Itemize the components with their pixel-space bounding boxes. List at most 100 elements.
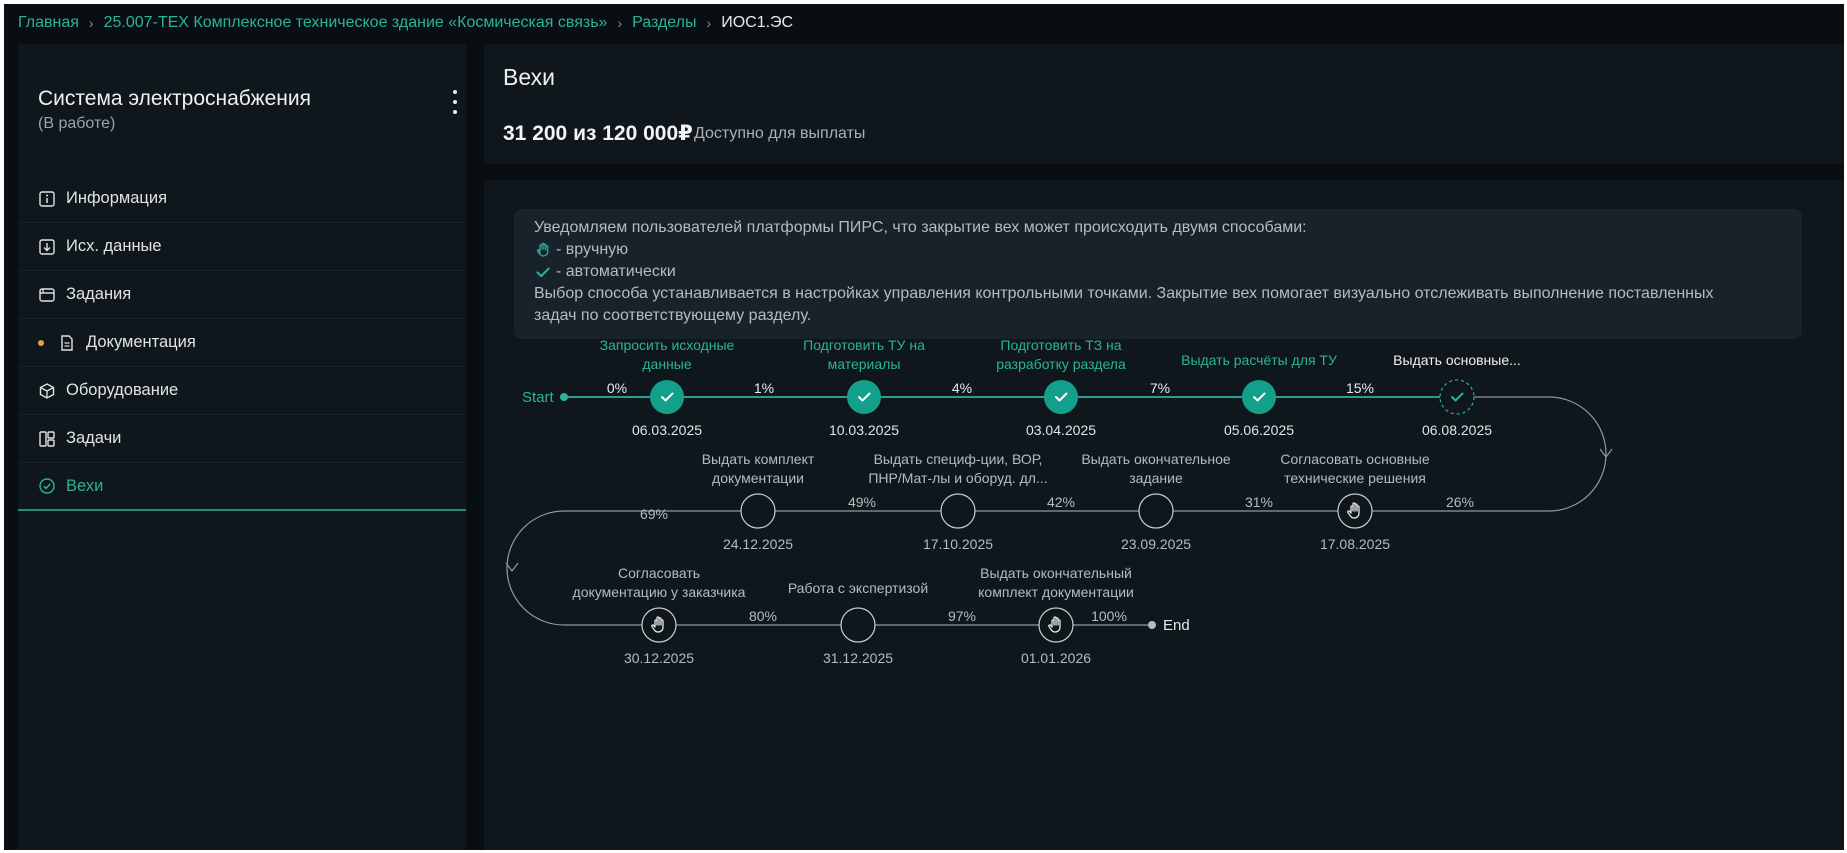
sidebar: Система электроснабжения (В работе) Инфо…: [18, 44, 466, 850]
breadcrumb-project[interactable]: 25.007-ТЕХ Комплексное техническое здани…: [103, 14, 608, 31]
milestone-title: Выдать окончательный: [980, 565, 1132, 581]
milestone-title: документацию у заказчика: [573, 584, 746, 600]
milestone-empty-node[interactable]: [940, 493, 976, 529]
more-vertical-icon[interactable]: [450, 90, 460, 114]
notice-auto: - автоматически: [556, 263, 676, 280]
arrow-down-icon: [505, 562, 519, 572]
progress-percent: 80%: [749, 608, 777, 624]
milestone-done-node[interactable]: [650, 380, 684, 414]
sidebar-item-label: Задания: [66, 285, 132, 303]
sidebar-item-info[interactable]: Информация: [18, 175, 466, 223]
info-icon: [38, 190, 56, 208]
sidebar-item-label: Информация: [66, 189, 168, 207]
milestones-header: Вехи 31 200 из 120 000₽ Доступно для вып…: [484, 44, 1844, 164]
section-header: Система электроснабжения (В работе): [38, 87, 448, 133]
checkmark-icon: [536, 267, 550, 278]
hand-icon: [536, 242, 549, 257]
checkmark-icon: [661, 392, 674, 402]
progress-percent: 42%: [1047, 494, 1075, 510]
section-status: (В работе): [38, 115, 116, 132]
milestone-date: 31.12.2025: [823, 650, 893, 666]
milestone-title: Выдать специф-ции, ВОР,: [874, 451, 1043, 467]
breadcrumb-home[interactable]: Главная: [18, 14, 79, 31]
milestone-date: 03.04.2025: [1026, 422, 1096, 438]
milestone-title: Работа с экспертизой: [788, 580, 928, 596]
milestone-title: Согласовать: [618, 565, 700, 581]
progress-percent: 1%: [754, 380, 774, 396]
notice-manual-row: - вручную: [534, 239, 1782, 261]
milestone-date: 17.08.2025: [1320, 536, 1390, 552]
payment-amount-label: Доступно для выплаты: [694, 125, 866, 142]
milestone-title: документации: [712, 470, 804, 486]
sidebar-item-equipment[interactable]: Оборудование: [18, 367, 466, 415]
milestone-title: технические решения: [1284, 470, 1426, 486]
arrow-down-icon: [1599, 448, 1613, 458]
sidebar-item-documentation[interactable]: Документация: [18, 319, 466, 367]
notice-text: задач по соответствующему разделу.: [534, 307, 812, 324]
sidebar-item-tasks[interactable]: Задачи: [18, 415, 466, 463]
document-icon: [58, 334, 76, 352]
section-title: Система электроснабжения: [38, 87, 311, 110]
progress-percent: 15%: [1346, 380, 1374, 396]
milestone-date: 06.03.2025: [632, 422, 702, 438]
start-marker: [560, 393, 568, 401]
milestones-panel: Уведомляем пользователей платформы ПИРС,…: [484, 180, 1844, 850]
milestone-title: материалы: [828, 356, 901, 372]
milestone-title: Выдать расчёты для ТУ: [1181, 352, 1337, 368]
milestone-date: 17.10.2025: [923, 536, 993, 552]
sidebar-item-source-data[interactable]: Исх. данные: [18, 223, 466, 271]
milestone-title: Подготовить ТУ на: [803, 337, 925, 353]
payment-amount: 31 200 из 120 000₽: [503, 122, 693, 145]
sidebar-item-assignments[interactable]: Задания: [18, 271, 466, 319]
milestone-date: 30.12.2025: [624, 650, 694, 666]
status-dot: [38, 339, 44, 346]
progress-percent: 0%: [607, 380, 627, 396]
notice-text: Выбор способа устанавливается в настройк…: [534, 285, 1714, 302]
hand-icon: [1048, 616, 1061, 633]
progress-percent: 69%: [640, 506, 668, 522]
milestone-title: данные: [642, 356, 691, 372]
milestone-auto-node[interactable]: [1439, 379, 1475, 415]
milestone-empty-node[interactable]: [840, 607, 876, 643]
page-title: Вехи: [503, 64, 555, 90]
milestone-title: задание: [1129, 470, 1183, 486]
milestone-title: разработку раздела: [996, 356, 1126, 372]
sidebar-item-milestones[interactable]: Вехи: [18, 463, 466, 511]
notice-box: Уведомляем пользователей платформы ПИРС,…: [514, 209, 1802, 339]
sidebar-item-label: Задачи: [66, 429, 122, 447]
milestone-empty-node[interactable]: [1138, 493, 1174, 529]
chevron-right-icon: ›: [617, 15, 623, 31]
checkmark-icon: [1253, 392, 1266, 402]
notice-text: Уведомляем пользователей платформы ПИРС,…: [534, 219, 1307, 236]
sidebar-item-label: Вехи: [66, 476, 104, 495]
milestones-timeline: Start End Запросить исходные данные 06.03.20…: [505, 337, 1613, 666]
progress-percent: 4%: [952, 380, 972, 396]
milestone-title: комплект документации: [978, 584, 1134, 600]
hand-icon: [1347, 502, 1360, 519]
notice-manual: - вручную: [556, 241, 629, 258]
milestone-done-node[interactable]: [1242, 380, 1276, 414]
breadcrumb: Главная › 25.007-ТЕХ Комплексное техниче…: [18, 12, 793, 34]
milestone-title: Согласовать основные: [1280, 451, 1429, 467]
app-frame: Главная › 25.007-ТЕХ Комплексное техниче…: [4, 4, 1844, 850]
milestone-title: Выдать основные...: [1393, 352, 1521, 368]
milestone-title: Запросить исходные: [600, 337, 735, 353]
chevron-right-icon: ›: [706, 15, 712, 31]
checkmark-icon: [858, 392, 871, 402]
sidebar-item-label: Исх. данные: [66, 237, 162, 255]
milestone-done-node[interactable]: [847, 380, 881, 414]
end-marker: [1148, 621, 1156, 629]
notice-auto-row: - автоматически: [534, 261, 1782, 283]
check-circle-icon: [38, 477, 56, 495]
timeline-start-label: Start: [522, 389, 555, 406]
breadcrumb-sections[interactable]: Разделы: [632, 14, 697, 31]
milestone-date: 06.08.2025: [1422, 422, 1492, 438]
progress-percent: 31%: [1245, 494, 1273, 510]
milestone-date: 10.03.2025: [829, 422, 899, 438]
milestone-done-node[interactable]: [1044, 380, 1078, 414]
milestone-empty-node[interactable]: [740, 493, 776, 529]
breadcrumb-current: ИОС1.ЭС: [721, 14, 794, 31]
milestone-title: Подготовить ТЗ на: [1000, 337, 1121, 353]
progress-percent: 100%: [1091, 608, 1127, 624]
checkmark-icon: [1451, 392, 1464, 402]
